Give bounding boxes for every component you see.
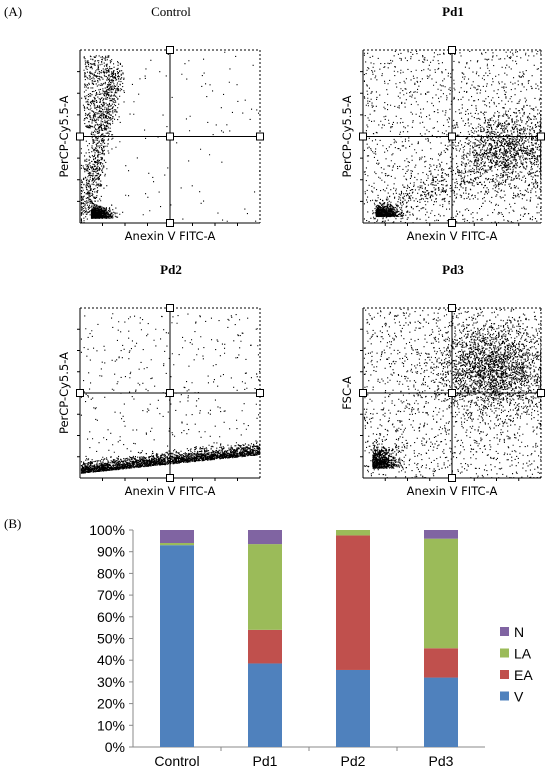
bar-y-tick-label: 100% xyxy=(89,522,125,538)
gate-handle xyxy=(166,132,174,141)
flow-y-axis-label: PerCP-Cy5.5-A xyxy=(340,95,354,177)
flow-plot-title-control: Control xyxy=(151,4,191,19)
bar-segment-n xyxy=(248,530,282,545)
flow-plot-control: Anexin V FITC-A PerCP-Cy5.5-A xyxy=(57,46,264,243)
legend-label-la: LA xyxy=(514,646,532,662)
flow-plot-title-pd1: Pd1 xyxy=(442,4,464,19)
gate-handle xyxy=(256,132,264,141)
gate-handle xyxy=(448,389,456,397)
scatter-points xyxy=(80,51,261,224)
bar-segment-ea xyxy=(248,629,282,664)
flow-x-axis-label: Anexin V FITC-A xyxy=(407,229,498,243)
gate-handle xyxy=(448,219,456,227)
bar-segment-n xyxy=(160,530,194,544)
bar-y-tick-label: 30% xyxy=(97,674,125,690)
scatter-points xyxy=(363,50,542,224)
gate-handle xyxy=(448,46,456,54)
bar-y-tick-label: 0% xyxy=(105,739,125,755)
legend-label-ea: EA xyxy=(514,667,533,683)
bar-y-tick-label: 40% xyxy=(97,652,125,668)
legend-label-n: N xyxy=(514,624,524,640)
bar-segment-n xyxy=(424,530,458,539)
bar-y-tick-label: 20% xyxy=(97,696,125,712)
bar-y-tick-label: 10% xyxy=(97,717,125,733)
bar-segment-v xyxy=(160,545,194,747)
gate-handle xyxy=(166,389,174,397)
gate-handle xyxy=(166,304,174,312)
bar-segment-la xyxy=(248,544,282,630)
flow-y-axis-label: PerCP-Cy5.5-A xyxy=(57,95,71,177)
bar-segment-ea xyxy=(336,535,370,670)
flow-y-axis-label: PerCP-Cy5.5-A xyxy=(57,352,71,434)
flow-x-axis-label: Anexin V FITC-A xyxy=(125,484,216,498)
bar-x-tick-label: Pd2 xyxy=(341,753,366,769)
flow-plot-pd1: Anexin V FITC-A PerCP-Cy5.5-A xyxy=(340,46,545,243)
gate-handle xyxy=(256,389,264,397)
gate-handle xyxy=(359,132,367,141)
gate-handle xyxy=(166,219,174,227)
gate-handle xyxy=(76,132,84,141)
flow-plot-pd3: Anexin V FITC-A FSC-A xyxy=(340,304,545,498)
flow-y-axis-label: FSC-A xyxy=(340,376,354,410)
flow-plot-title-pd2: Pd2 xyxy=(160,262,182,277)
gate-handle xyxy=(76,389,84,397)
legend-swatch-ea xyxy=(500,670,509,679)
bar-y-tick-label: 50% xyxy=(97,631,125,647)
bar-segment-la xyxy=(424,538,458,649)
panel-b-label: (B) xyxy=(4,516,22,531)
legend-swatch-v xyxy=(500,691,509,701)
flow-plot-pd2: Anexin V FITC-A PerCP-Cy5.5-A xyxy=(57,304,264,498)
flow-plot-title-pd3: Pd3 xyxy=(442,262,464,277)
bar-segment-v xyxy=(248,663,282,747)
legend-swatch-n xyxy=(500,627,509,636)
bar-y-tick-label: 60% xyxy=(97,609,125,625)
gate-handle xyxy=(448,474,456,482)
bar-segment-v xyxy=(336,669,370,747)
bar-segment-v xyxy=(424,677,458,747)
flow-x-axis-label: Anexin V FITC-A xyxy=(125,229,216,243)
bar-y-tick-label: 70% xyxy=(97,587,125,603)
panel-a-label: (A) xyxy=(4,4,23,19)
bar-y-tick-label: 80% xyxy=(97,565,125,581)
bar-x-tick-label: Control xyxy=(154,753,199,769)
legend-swatch-la xyxy=(500,648,509,658)
bar-x-tick-label: Pd1 xyxy=(253,753,278,769)
gate-handle xyxy=(448,132,456,141)
bar-segment-ea xyxy=(424,648,458,678)
flow-x-axis-label: Anexin V FITC-A xyxy=(407,484,498,498)
bar-segment-la xyxy=(160,543,194,546)
legend-label-v: V xyxy=(514,689,524,705)
bar-x-tick-label: Pd3 xyxy=(429,753,454,769)
bar-segment-la xyxy=(336,530,370,536)
bar-y-tick-label: 90% xyxy=(97,544,125,560)
scatter-points xyxy=(363,308,542,479)
gate-handle xyxy=(166,474,174,482)
gate-handle xyxy=(537,132,545,141)
gate-handle xyxy=(166,46,174,54)
gate-handle xyxy=(537,389,545,397)
gate-handle xyxy=(448,304,456,312)
gate-handle xyxy=(359,389,367,397)
